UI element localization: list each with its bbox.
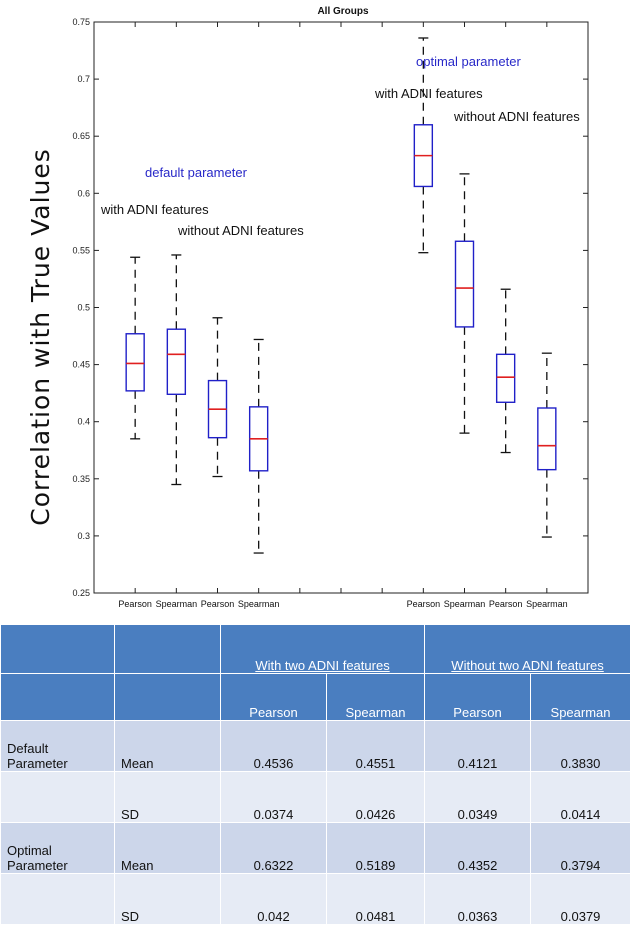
table-header-cell-empty [114, 673, 221, 721]
table-cell: 0.3794 [530, 822, 630, 874]
row-group-label-line: Parameter [7, 756, 68, 771]
x-category-label: Spearman [156, 599, 198, 609]
box-1 [125, 256, 145, 440]
row-group-label-line: Optimal [7, 843, 52, 858]
plot-area-frame [93, 21, 589, 594]
y-tick-label: 0.55 [72, 245, 90, 255]
y-tick-label: 0.45 [72, 360, 90, 370]
sub-header-spearman: Spearman [325, 673, 426, 721]
table-row: SD 0.042 0.0481 0.0363 0.0379 [0, 873, 630, 925]
table-cell: 0.4121 [424, 720, 532, 772]
x-category-label: Pearson [201, 599, 235, 609]
table-cell: 0.6322 [220, 822, 327, 874]
box-iqr [537, 407, 557, 471]
table-cell: 0.0414 [530, 771, 630, 823]
row-group-label: Default Parameter [0, 720, 115, 772]
box-iqr [495, 353, 516, 403]
table-group-header-with-adni: With two ADNI features [219, 624, 426, 674]
y-tick-label: 0.4 [77, 417, 90, 427]
table-cell: 0.0363 [424, 873, 532, 925]
y-tick-label: 0.75 [72, 17, 90, 27]
y-tick-label: 0.65 [72, 131, 90, 141]
box-iqr [125, 333, 145, 392]
annotation-default-with-adni: with ADNI features [100, 202, 209, 217]
table-cell: 0.0349 [424, 771, 532, 823]
box-iqr [454, 240, 475, 328]
x-category-label: Spearman [238, 599, 280, 609]
box-2 [166, 254, 187, 486]
box-iqr [166, 328, 187, 395]
x-category-label: Pearson [489, 599, 523, 609]
x-category-label: Spearman [444, 599, 486, 609]
annotation-optimal-parameter: optimal parameter [416, 54, 521, 69]
table-row: Default Parameter Mean 0.4536 0.4551 0.41… [0, 720, 630, 772]
table-row: SD 0.0374 0.0426 0.0349 0.0414 [0, 771, 630, 823]
y-tick-label: 0.3 [77, 531, 90, 541]
table-cell: 0.5189 [325, 822, 426, 874]
y-tick-label: 0.35 [72, 474, 90, 484]
row-group-label: Optimal Parameter [0, 822, 115, 874]
table-sub-header-row: Pearson Spearman Pearson Spearman [0, 673, 630, 721]
annotation-optimal-without-adni: without ADNI features [453, 109, 580, 124]
row-stat-label: SD [114, 771, 221, 823]
table-header-cell-empty [114, 624, 221, 674]
statistics-table: With two ADNI features Without two ADNI … [0, 624, 630, 925]
x-category-label: Pearson [407, 599, 441, 609]
x-category-label: Pearson [118, 599, 152, 609]
table-header-cell-empty [0, 624, 115, 674]
box-8 [537, 352, 557, 538]
x-category-label: Spearman [526, 599, 568, 609]
box-3 [207, 317, 228, 478]
sub-header-pearson: Pearson [424, 673, 532, 721]
box-4 [248, 338, 269, 554]
annotation-optimal-with-adni: with ADNI features [374, 86, 483, 101]
row-stat-label: Mean [114, 822, 221, 874]
table-group-header-without-adni: Without two ADNI features [424, 624, 630, 674]
box-plot-chart: All Groups Correlation with True Values … [26, 6, 589, 609]
group-header-label: With two ADNI features [255, 658, 390, 673]
box-6 [454, 173, 475, 434]
row-group-label [0, 873, 115, 925]
y-axis-label: Correlation with True Values [26, 148, 55, 526]
table-group-header-row: With two ADNI features Without two ADNI … [0, 624, 630, 674]
row-group-label [0, 771, 115, 823]
table-cell: 0.3830 [530, 720, 630, 772]
table-cell: 0.042 [220, 873, 327, 925]
row-stat-label: Mean [114, 720, 221, 772]
table-cell: 0.4551 [325, 720, 426, 772]
row-stat-label: SD [114, 873, 221, 925]
box-7 [495, 288, 516, 454]
box-5 [413, 37, 434, 254]
sub-header-spearman: Spearman [530, 673, 630, 721]
y-axis-ticks: 0.25 0.3 0.35 0.4 0.45 0.5 0.55 0.6 0.65 0.7 0.75 [72, 17, 588, 598]
annotation-default-without-adni: without ADNI features [177, 223, 304, 238]
table-cell: 0.0481 [325, 873, 426, 925]
annotations: default parameter with ADNI features wit… [100, 54, 580, 238]
table-cell: 0.0426 [325, 771, 426, 823]
table-cell: 0.0379 [530, 873, 630, 925]
box-series [125, 37, 557, 554]
y-tick-label: 0.25 [72, 588, 90, 598]
table-cell: 0.4536 [220, 720, 327, 772]
y-tick-label: 0.5 [77, 303, 90, 313]
group-header-label: Without two ADNI features [451, 658, 604, 673]
table-row: Optimal Parameter Mean 0.6322 0.5189 0.43… [0, 822, 630, 874]
annotation-default-parameter: default parameter [145, 165, 248, 180]
y-tick-label: 0.6 [77, 188, 90, 198]
y-tick-label: 0.7 [77, 74, 90, 84]
row-group-label-line: Default [7, 741, 49, 756]
table-cell: 0.4352 [424, 822, 532, 874]
chart-title: All Groups [317, 6, 369, 17]
table-cell: 0.0374 [220, 771, 327, 823]
sub-header-pearson: Pearson [220, 673, 327, 721]
table-header-cell-empty [0, 673, 115, 721]
row-group-label-line: Parameter [7, 858, 68, 873]
x-axis-ticks: Pearson Spearman Pearson Spearman Pearson Spe… [118, 22, 568, 609]
